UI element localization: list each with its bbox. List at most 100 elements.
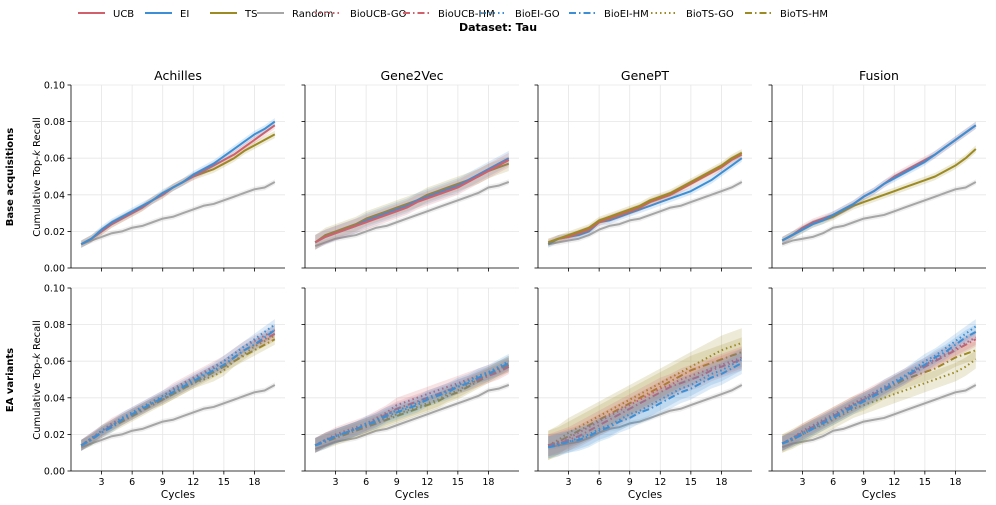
series-line-biots-hm bbox=[80, 338, 276, 447]
x-tick-label: 6 bbox=[830, 477, 836, 488]
series-line-ei bbox=[781, 124, 977, 242]
y-tick-label: 0.00 bbox=[44, 467, 65, 478]
x-tick-label: 15 bbox=[218, 477, 230, 488]
panels: 0.00 0.02 0.04 0.06 0.08 0.10 Achilles Gene2Vec… bbox=[44, 68, 986, 501]
series-line-random bbox=[781, 181, 977, 246]
series-line-random bbox=[314, 181, 510, 247]
panel-r1-c3: 3 6 9 12 15 18 Cycles bbox=[768, 287, 986, 501]
band-bioucb-hm bbox=[782, 331, 976, 451]
x-tick-label: 6 bbox=[596, 477, 602, 488]
band-biots-hm bbox=[81, 333, 275, 451]
panel-r1-c1: 3 6 9 12 15 18 Cycles bbox=[301, 287, 519, 501]
x-tick-label: 15 bbox=[452, 477, 464, 488]
series-line-random bbox=[548, 181, 743, 246]
series-line-random bbox=[80, 384, 276, 449]
x-axis-label: Cycles bbox=[161, 489, 195, 501]
y-axis-label-0: Cumulative Top-k Recall bbox=[32, 117, 43, 237]
series-line-biots-hm bbox=[781, 349, 977, 445]
band-biots-go bbox=[81, 330, 275, 451]
series-line-ucb bbox=[314, 159, 510, 244]
legend-label-bioei-go: BioEI-GO bbox=[515, 9, 560, 20]
x-tick-label: 18 bbox=[482, 477, 494, 488]
band-ei bbox=[782, 121, 976, 245]
x-tick-label: 3 bbox=[800, 477, 806, 488]
band-bioei-hm bbox=[81, 324, 275, 451]
x-tick-label: 18 bbox=[715, 477, 727, 488]
panel-title-fusion: Fusion bbox=[859, 68, 899, 83]
row-label-1: EA variants bbox=[5, 348, 16, 412]
series-line-random bbox=[80, 181, 276, 246]
band-ts bbox=[782, 145, 976, 245]
x-tick-label: 18 bbox=[248, 477, 260, 488]
y-tick-label: 0.06 bbox=[44, 154, 65, 165]
y-tick-label: 0.04 bbox=[44, 393, 65, 404]
y-tick-label: 0.08 bbox=[44, 117, 65, 128]
band-random bbox=[81, 179, 275, 247]
series-line-bioei-go bbox=[781, 325, 977, 445]
panel-r0-c1: Gene2Vec bbox=[301, 68, 519, 272]
series-line-bioucb-hm bbox=[548, 358, 743, 447]
series-line-bioei-hm bbox=[781, 331, 977, 445]
x-tick-label: 3 bbox=[333, 477, 339, 488]
panel-title-achilles: Achilles bbox=[154, 68, 202, 83]
x-tick-label: 9 bbox=[861, 477, 867, 488]
series-line-bioucb-go bbox=[80, 329, 276, 447]
panel-r0-c3: Fusion bbox=[768, 68, 986, 272]
x-tick-label: 12 bbox=[654, 477, 666, 488]
panel-r0-c0: 0.00 0.02 0.04 0.06 0.08 0.10 Achilles bbox=[44, 68, 285, 275]
legend-label-bioucb-hm: BioUCB-HM bbox=[438, 9, 495, 20]
series-line-ei bbox=[547, 157, 743, 246]
panel-r1-c2: 3 6 9 12 15 18 Cycles bbox=[534, 287, 752, 501]
panel-r0-c2: GenePT bbox=[534, 68, 752, 272]
x-tick-label: 15 bbox=[919, 477, 931, 488]
legend-label-ts: TS bbox=[244, 9, 257, 20]
legend-label-bioucb-go: BioUCB-GO bbox=[350, 9, 407, 20]
y-tick-label: 0.10 bbox=[44, 81, 65, 92]
y-axis-label-1: Cumulative Top-k Recall bbox=[32, 320, 43, 440]
band-ucb bbox=[782, 121, 976, 245]
legend-label-ei: EI bbox=[180, 9, 189, 20]
series-line-bioei-hm bbox=[314, 362, 510, 447]
x-tick-label: 9 bbox=[394, 477, 400, 488]
legend-label-biots-go: BioTS-GO bbox=[686, 9, 734, 20]
x-tick-label: 12 bbox=[187, 477, 199, 488]
series-line-biots-go bbox=[314, 362, 510, 447]
series-line-biots-hm bbox=[547, 351, 743, 447]
legend-label-random: Random bbox=[292, 9, 333, 20]
x-tick-label: 15 bbox=[685, 477, 697, 488]
series-line-ts bbox=[547, 151, 743, 244]
x-tick-label: 6 bbox=[363, 477, 369, 488]
band-bioucb-hm bbox=[548, 348, 742, 457]
series-line-ei bbox=[80, 120, 276, 246]
legend: UCB EI TS Random BioUCB-GO BioUCB-HM BioEI-GO B… bbox=[78, 9, 828, 20]
x-tick-label: 9 bbox=[627, 477, 633, 488]
band-bioei-go bbox=[548, 348, 742, 459]
band-bioei-hm bbox=[548, 352, 742, 459]
row-label-0: Base acquisitions bbox=[5, 128, 16, 227]
y-tick-label: 0.06 bbox=[44, 357, 65, 368]
series-line-biots-hm bbox=[314, 363, 510, 447]
band-random bbox=[81, 382, 275, 450]
band-ei bbox=[315, 150, 509, 250]
series-line-random bbox=[314, 384, 510, 450]
y-tick-label: 0.02 bbox=[44, 227, 65, 238]
series-line-bioei-hm bbox=[80, 329, 276, 447]
band-bioucb-go bbox=[315, 357, 509, 453]
band-biots-hm bbox=[782, 341, 976, 453]
x-axis-label: Cycles bbox=[395, 489, 429, 501]
x-tick-label: 12 bbox=[421, 477, 433, 488]
y-tick-label: 0.08 bbox=[44, 320, 65, 331]
panel-title-genept: GenePT bbox=[621, 68, 670, 83]
band-random bbox=[315, 179, 509, 249]
y-tick-label: 0.10 bbox=[44, 284, 65, 295]
panel-r1-c0: 0.00 0.02 0.04 0.06 0.08 0.10 3 6 9 12 15 18 Cycles bbox=[44, 284, 285, 501]
series-line-bioei-go bbox=[314, 360, 510, 447]
y-tick-label: 0.02 bbox=[44, 430, 65, 441]
legend-label-bioei-hm: BioEI-HM bbox=[604, 9, 649, 20]
band-ei bbox=[81, 117, 275, 248]
x-tick-label: 18 bbox=[949, 477, 961, 488]
x-axis-label: Cycles bbox=[862, 489, 896, 501]
panel-title-gene2vec: Gene2Vec bbox=[380, 68, 443, 83]
x-tick-label: 6 bbox=[129, 477, 135, 488]
